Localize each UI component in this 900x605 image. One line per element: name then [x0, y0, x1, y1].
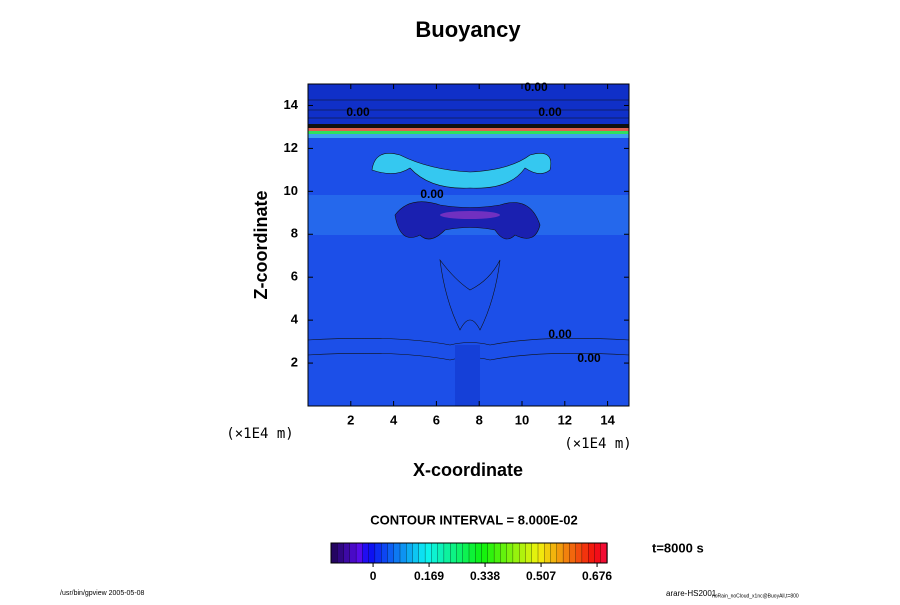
colorbar-band — [462, 542, 470, 564]
colorbar-tick-label: 0 — [370, 569, 377, 583]
colorbar-band — [424, 542, 433, 564]
colorbar-band — [412, 542, 420, 564]
colorbar-band — [581, 542, 589, 564]
contour-field — [308, 84, 629, 406]
y-tick-label: 14 — [284, 97, 299, 112]
colorbar-band — [600, 542, 608, 564]
colorbar-band — [374, 542, 382, 564]
colorbar-band — [450, 542, 458, 564]
y-tick-label: 2 — [291, 355, 298, 370]
plot-frame — [307, 83, 630, 407]
contour-label: 0.00 — [577, 351, 601, 365]
footer-right-small: noRain_noCloud_x1nc@BuoyAll,t=800 — [712, 593, 799, 599]
x-unit: (×1E4 m) — [564, 436, 631, 452]
colorbar-band — [431, 542, 439, 564]
colorbar-band — [362, 542, 370, 564]
x-tick-label: 10 — [515, 412, 529, 427]
y-tick-label: 6 — [291, 269, 298, 284]
colorbar-tick-label: 0.676 — [582, 569, 612, 583]
colorbar-band — [569, 542, 577, 564]
colorbar-band — [406, 542, 414, 564]
colorbar-band — [349, 542, 357, 564]
colorbar-band — [368, 542, 376, 564]
colorbar-band — [343, 542, 351, 564]
colorbar-band — [337, 542, 345, 564]
colorbar-band — [475, 542, 483, 564]
colorbar-band — [531, 542, 539, 564]
colorbar-band — [468, 542, 476, 564]
colorbar-band — [594, 542, 602, 564]
contour-label: 0.00 — [524, 80, 548, 94]
x-tick-label: 2 — [347, 412, 354, 427]
colorbar-band — [519, 542, 527, 564]
x-tick-label: 4 — [390, 412, 398, 427]
colorbar-band — [544, 542, 552, 564]
contour-label: 0.00 — [346, 105, 370, 119]
colorbar-band — [512, 542, 520, 564]
colorbar-band — [481, 542, 489, 564]
y-tick-label: 10 — [284, 183, 298, 198]
colorbar-band — [537, 542, 545, 564]
y-tick-label: 12 — [284, 140, 298, 155]
colorbar-band — [456, 542, 464, 564]
colorbar-band — [493, 542, 502, 564]
colorbar-band — [550, 542, 558, 564]
colorbar-band — [355, 542, 364, 564]
contour-label: 0.00 — [538, 105, 562, 119]
colorbar-band — [387, 542, 395, 564]
colorbar-tick-label: 0.169 — [414, 569, 444, 583]
y-axis-title: Z-coordinate — [251, 190, 271, 299]
colorbar-band — [500, 542, 508, 564]
footer-right: arare-HS2001 — [666, 589, 717, 598]
colorbar-band — [443, 542, 451, 564]
y-unit: (×1E4 m) — [226, 426, 293, 442]
colorbar-tick-label: 0.507 — [526, 569, 556, 583]
contour-interval: CONTOUR INTERVAL = 8.000E-02 — [370, 512, 577, 527]
y-tick-label: 8 — [291, 226, 298, 241]
colorbar-band — [556, 542, 564, 564]
x-tick-label: 8 — [476, 412, 483, 427]
time-label: t=8000 s — [652, 540, 704, 555]
colorbar-band — [575, 542, 583, 564]
colorbar-band — [330, 542, 338, 564]
colorbar-band — [381, 542, 389, 564]
colorbar-band — [562, 542, 571, 564]
chart-title: Buoyancy — [415, 17, 521, 42]
colorbar-frame — [330, 542, 608, 564]
colorbar-band — [588, 542, 596, 564]
x-tick-label: 6 — [433, 412, 440, 427]
colorbar-band — [418, 542, 426, 564]
colorbar-band — [525, 542, 533, 564]
colorbar-band — [506, 542, 514, 564]
x-axis-title: X-coordinate — [413, 460, 523, 480]
colorbar-tick-label: 0.338 — [470, 569, 500, 583]
colorbar-band — [437, 542, 445, 564]
colorbar-band — [487, 542, 495, 564]
colorbar-band — [399, 542, 407, 564]
contour-label: 0.00 — [548, 327, 572, 341]
footer-left: /usr/bin/gpview 2005-05-08 — [60, 590, 145, 597]
colorbar-band — [393, 542, 401, 564]
contour-label: 0.00 — [420, 187, 444, 201]
x-tick-label: 14 — [600, 412, 615, 427]
y-tick-label: 4 — [291, 312, 299, 327]
x-tick-label: 12 — [558, 412, 572, 427]
